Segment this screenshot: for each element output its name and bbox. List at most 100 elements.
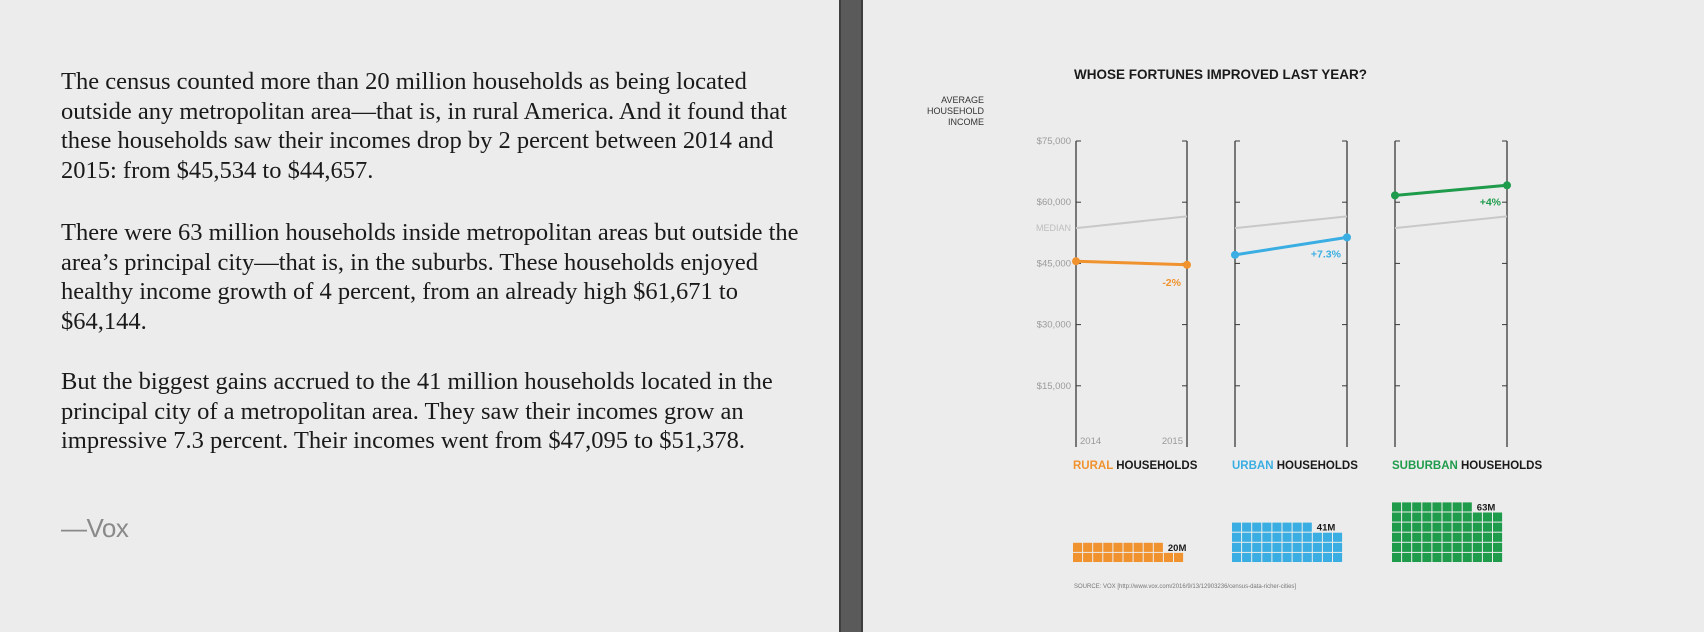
household-square-urban xyxy=(1272,522,1282,532)
y-tick-label: $15,000 xyxy=(1037,381,1071,392)
y-axis-label-line: HOUSEHOLD xyxy=(927,106,985,116)
median-line xyxy=(1234,215,1348,230)
household-square-suburban xyxy=(1402,542,1412,552)
household-square-suburban xyxy=(1462,502,1472,512)
household-square-suburban xyxy=(1402,512,1412,522)
household-square-suburban xyxy=(1422,502,1432,512)
household-square-rural xyxy=(1103,542,1113,552)
household-square-suburban xyxy=(1482,552,1492,562)
household-square-suburban xyxy=(1422,552,1432,562)
y-axis-label-line: AVERAGE xyxy=(941,95,984,105)
y-axis-label: AVERAGE HOUSEHOLD INCOME xyxy=(927,95,985,127)
household-square-suburban xyxy=(1412,552,1422,562)
y-axis-label-line: INCOME xyxy=(948,117,984,127)
household-count-rural: 20M xyxy=(1168,543,1187,554)
series-line-urban xyxy=(1234,235,1348,257)
household-square-urban xyxy=(1272,532,1282,542)
household-square-urban xyxy=(1282,542,1292,552)
household-square-suburban xyxy=(1472,512,1482,522)
household-square-suburban xyxy=(1472,532,1482,542)
household-square-urban xyxy=(1302,552,1312,562)
household-square-rural xyxy=(1133,552,1143,562)
household-square-urban xyxy=(1242,522,1252,532)
household-square-rural xyxy=(1113,552,1123,562)
household-square-rural xyxy=(1153,552,1163,562)
household-square-rural xyxy=(1083,542,1093,552)
household-square-suburban xyxy=(1472,552,1482,562)
household-square-rural xyxy=(1123,552,1133,562)
household-square-urban xyxy=(1322,532,1332,542)
household-square-urban xyxy=(1282,532,1292,542)
income-chart: WHOSE FORTUNES IMPROVED LAST YEAR? AVERA… xyxy=(927,67,1542,590)
chart-panel: WHOSE FORTUNES IMPROVED LAST YEAR? AVERA… xyxy=(861,0,1704,632)
data-point-suburban xyxy=(1503,181,1511,190)
household-square-urban xyxy=(1232,542,1242,552)
household-square-suburban xyxy=(1392,522,1402,532)
household-square-urban xyxy=(1242,532,1252,542)
household-square-suburban xyxy=(1422,512,1432,522)
chart-title: WHOSE FORTUNES IMPROVED LAST YEAR? xyxy=(1074,67,1367,82)
household-square-suburban xyxy=(1462,522,1472,532)
legend-label-suburban: SUBURBAN HOUSEHOLDS xyxy=(1392,460,1542,472)
household-square-suburban xyxy=(1392,532,1402,542)
household-square-suburban xyxy=(1392,542,1402,552)
household-square-urban xyxy=(1252,522,1262,532)
household-square-urban xyxy=(1312,542,1322,552)
household-square-rural xyxy=(1103,552,1113,562)
household-square-suburban xyxy=(1442,512,1452,522)
household-square-suburban xyxy=(1482,542,1492,552)
household-square-urban xyxy=(1232,552,1242,562)
series-line-rural xyxy=(1075,259,1188,267)
household-square-urban xyxy=(1333,552,1343,562)
household-square-rural xyxy=(1153,542,1163,552)
household-square-suburban xyxy=(1462,552,1472,562)
household-square-suburban xyxy=(1412,542,1422,552)
household-square-urban xyxy=(1302,542,1312,552)
household-square-suburban xyxy=(1422,542,1432,552)
household-square-suburban xyxy=(1392,512,1402,522)
data-point-urban xyxy=(1343,233,1351,242)
household-square-urban xyxy=(1232,522,1242,532)
household-square-urban xyxy=(1292,552,1302,562)
household-count-suburban: 63M xyxy=(1477,502,1496,513)
household-square-urban xyxy=(1302,522,1312,532)
household-square-suburban xyxy=(1402,532,1412,542)
household-square-rural xyxy=(1133,542,1143,552)
household-square-suburban xyxy=(1402,502,1412,512)
median-line xyxy=(1394,215,1508,230)
household-square-urban xyxy=(1312,532,1322,542)
household-square-suburban xyxy=(1462,542,1472,552)
household-square-urban xyxy=(1322,542,1332,552)
household-square-suburban xyxy=(1452,512,1462,522)
household-square-urban xyxy=(1262,552,1272,562)
household-square-suburban xyxy=(1472,522,1482,532)
household-square-rural xyxy=(1163,552,1173,562)
household-square-urban xyxy=(1232,532,1242,542)
household-square-suburban xyxy=(1432,522,1442,532)
household-square-rural xyxy=(1083,552,1093,562)
household-square-suburban xyxy=(1482,532,1492,542)
household-square-rural xyxy=(1073,542,1083,552)
change-label-rural: -2% xyxy=(1162,277,1181,289)
household-square-suburban xyxy=(1462,512,1472,522)
household-square-urban xyxy=(1322,552,1332,562)
household-square-rural xyxy=(1093,552,1103,562)
household-square-suburban xyxy=(1432,542,1442,552)
legend-label-urban: URBAN HOUSEHOLDS xyxy=(1232,460,1358,472)
household-square-suburban xyxy=(1493,532,1503,542)
household-square-rural xyxy=(1143,542,1153,552)
household-square-suburban xyxy=(1412,522,1422,532)
household-square-suburban xyxy=(1412,512,1422,522)
household-square-suburban xyxy=(1493,542,1503,552)
data-point-rural xyxy=(1183,260,1191,269)
household-square-suburban xyxy=(1482,512,1492,522)
y-tick-label: $30,000 xyxy=(1037,320,1071,331)
household-square-suburban xyxy=(1392,552,1402,562)
household-square-rural xyxy=(1093,542,1103,552)
source-note: SOURCE: VOX [http://www.vox.com/2016/9/1… xyxy=(1074,584,1296,590)
household-square-urban xyxy=(1242,542,1252,552)
household-square-suburban xyxy=(1472,542,1482,552)
household-square-suburban xyxy=(1442,532,1452,542)
household-square-urban xyxy=(1252,542,1262,552)
paragraph-urban: But the biggest gains accrued to the 41 … xyxy=(61,368,773,454)
